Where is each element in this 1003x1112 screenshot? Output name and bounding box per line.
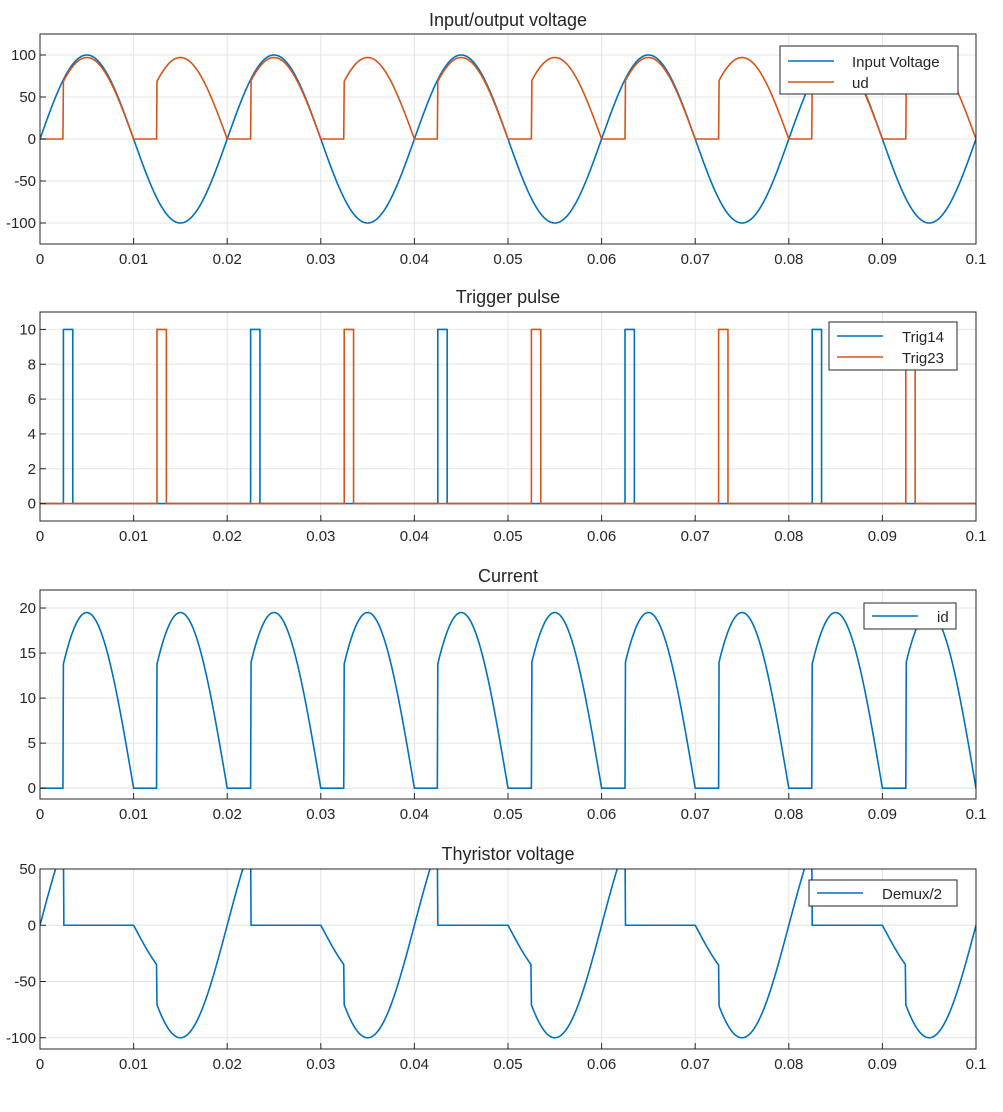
y-tick-label: 0 xyxy=(28,780,36,797)
x-tick-label: 0 xyxy=(36,528,44,545)
x-tick-label: 0.06 xyxy=(587,806,616,823)
y-tick-label: 2 xyxy=(28,461,36,478)
y-tick-label: 10 xyxy=(19,690,36,707)
x-tick-label: 0.06 xyxy=(587,528,616,545)
legend-label-trig14: Trig14 xyxy=(902,329,944,346)
y-tick-label: 15 xyxy=(19,645,36,662)
series-line-trig23 xyxy=(40,328,976,505)
x-tick-label: 0.05 xyxy=(493,1056,522,1073)
y-tick-label: 20 xyxy=(19,600,36,617)
x-tick-label: 0.07 xyxy=(681,251,710,268)
y-tick-label: 50 xyxy=(19,861,36,878)
y-tick-label: 100 xyxy=(11,47,36,64)
x-tick-label: 0.06 xyxy=(587,251,616,268)
y-tick-label: 0 xyxy=(28,131,36,148)
legend-box xyxy=(828,321,958,371)
thyristor-voltage-panel: Thyristor voltage 0 0.01 0.02 0.03 0.04 0.05 0… xyxy=(6,844,986,1073)
x-tick-label: 0 xyxy=(36,806,44,823)
legend: Input Voltage ud xyxy=(779,45,959,95)
x-tick-label: 0.04 xyxy=(400,806,429,823)
x-tick-label: 0.07 xyxy=(681,806,710,823)
y-tick-label: -100 xyxy=(6,215,36,232)
y-tick-label: -50 xyxy=(14,974,36,991)
panel-title: Trigger pulse xyxy=(456,287,560,307)
legend-label-demux2: Demux/2 xyxy=(882,886,942,903)
y-tick-label: 5 xyxy=(28,735,36,752)
x-tick-label: 0.01 xyxy=(119,806,148,823)
panel-title: Current xyxy=(478,566,538,586)
panel-title: Thyristor voltage xyxy=(441,844,574,864)
x-tick-label: 0 xyxy=(36,251,44,268)
x-tick-label: 0.03 xyxy=(306,806,335,823)
x-tick-label: 0.06 xyxy=(587,1056,616,1073)
x-tick-label: 0.1 xyxy=(966,251,987,268)
current-panel: Current 0 0.01 0.02 0.03 0.04 0.05 0.06 0.07 0.0… xyxy=(19,566,986,823)
x-tick-label: 0.1 xyxy=(966,1056,987,1073)
x-tick-label: 0.02 xyxy=(213,1056,242,1073)
x-tick-label: 0.07 xyxy=(681,528,710,545)
y-tick-label: 0 xyxy=(28,496,36,513)
x-tick-label: 0.04 xyxy=(400,1056,429,1073)
trigger-pulse-panel: Trigger pulse 0 0.01 0.02 0.03 0.04 0.05 0.06 0… xyxy=(19,287,986,545)
y-tick-label: -100 xyxy=(6,1030,36,1047)
x-tick-label: 0.02 xyxy=(213,806,242,823)
legend: id xyxy=(863,602,957,630)
x-tick-label: 0.03 xyxy=(306,1056,335,1073)
y-tick-label: 10 xyxy=(19,321,36,338)
x-tick-label: 0.09 xyxy=(868,1056,897,1073)
x-tick-label: 0.01 xyxy=(119,1056,148,1073)
series-line-trig14 xyxy=(40,328,976,505)
x-tick-label: 0.1 xyxy=(966,806,987,823)
x-tick-label: 0.08 xyxy=(774,528,803,545)
x-tick-label: 0.04 xyxy=(400,528,429,545)
y-tick-label: -50 xyxy=(14,173,36,190)
legend: Demux/2 xyxy=(808,879,958,907)
legend-label-id: id xyxy=(937,609,949,626)
y-tick-label: 4 xyxy=(28,426,36,443)
y-tick-label: 8 xyxy=(28,356,36,373)
y-tick-label: 6 xyxy=(28,391,36,408)
x-tick-label: 0.1 xyxy=(966,528,987,545)
legend-label-trig23: Trig23 xyxy=(902,350,944,367)
x-tick-label: 0.09 xyxy=(868,806,897,823)
y-tick-label: 50 xyxy=(19,89,36,106)
y-tick-label: 0 xyxy=(28,917,36,934)
legend-label-input-voltage: Input Voltage xyxy=(852,54,940,71)
legend: Trig14 Trig23 xyxy=(828,321,958,371)
legend-box xyxy=(808,879,958,907)
series-line-id xyxy=(40,611,976,789)
x-tick-label: 0.02 xyxy=(213,251,242,268)
x-tick-label: 0.01 xyxy=(119,251,148,268)
x-tick-label: 0 xyxy=(36,1056,44,1073)
x-tick-label: 0.05 xyxy=(493,528,522,545)
x-tick-label: 0.02 xyxy=(213,528,242,545)
panel-title: Input/output voltage xyxy=(429,10,587,30)
legend-box xyxy=(779,45,959,95)
x-tick-label: 0.08 xyxy=(774,806,803,823)
x-tick-label: 0.04 xyxy=(400,251,429,268)
legend-label-ud: ud xyxy=(852,75,869,92)
x-tick-label: 0.05 xyxy=(493,251,522,268)
x-tick-label: 0.08 xyxy=(774,1056,803,1073)
x-tick-label: 0.03 xyxy=(306,251,335,268)
x-tick-label: 0.03 xyxy=(306,528,335,545)
x-tick-label: 0.09 xyxy=(868,251,897,268)
x-tick-label: 0.09 xyxy=(868,528,897,545)
x-tick-label: 0.05 xyxy=(493,806,522,823)
x-tick-label: 0.07 xyxy=(681,1056,710,1073)
input-output-voltage-panel: Input/output voltage 0 0.01 0.02 0.03 0.04 0.… xyxy=(6,10,986,268)
x-tick-label: 0.08 xyxy=(774,251,803,268)
x-tick-label: 0.01 xyxy=(119,528,148,545)
series-line-demux-2 xyxy=(40,869,976,1039)
